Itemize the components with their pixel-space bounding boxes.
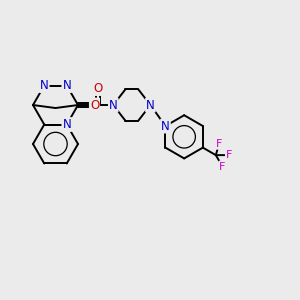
- Text: N: N: [146, 98, 155, 112]
- Text: F: F: [219, 161, 226, 172]
- Text: O: O: [94, 82, 103, 95]
- Text: F: F: [226, 150, 232, 160]
- Text: N: N: [62, 79, 71, 92]
- Text: O: O: [90, 98, 99, 112]
- Text: F: F: [216, 139, 222, 149]
- Text: N: N: [40, 79, 49, 92]
- Text: N: N: [62, 118, 71, 131]
- Text: N: N: [161, 119, 170, 133]
- Text: N: N: [109, 98, 118, 112]
